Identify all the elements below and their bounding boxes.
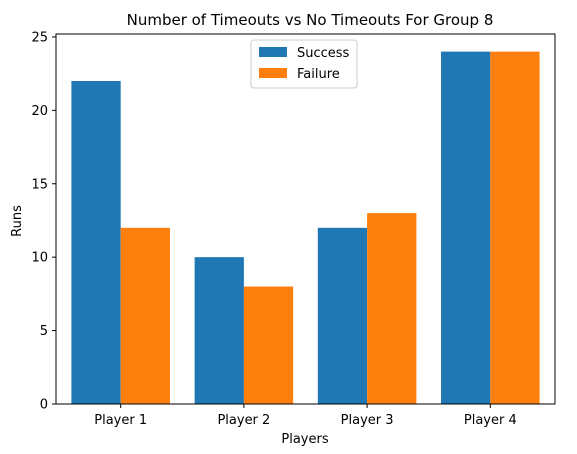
y-axis-label: Runs bbox=[10, 205, 25, 237]
legend-swatch-success bbox=[259, 47, 287, 57]
x-tick-label: Player 4 bbox=[464, 413, 517, 428]
y-tick-label: 5 bbox=[40, 324, 48, 339]
bar-success-player-4 bbox=[441, 51, 491, 404]
bar-success-player-3 bbox=[317, 227, 368, 404]
plot-area: 0 5 10 15 20 25 Player 1 Player 2 Player 3 Player… bbox=[31, 30, 556, 428]
legend-label-failure: Failure bbox=[297, 67, 340, 82]
legend-label-success: Success bbox=[297, 46, 350, 61]
bar-failure-player-2 bbox=[243, 286, 294, 404]
x-axis-label: Players bbox=[281, 432, 328, 447]
chart-title: Number of Timeouts vs No Timeouts For Gr… bbox=[127, 11, 494, 29]
bar-failure-player-4 bbox=[490, 51, 540, 404]
axes-frame bbox=[55, 33, 556, 405]
bar-success-player-2 bbox=[194, 257, 244, 404]
bar-failure-player-3 bbox=[367, 213, 417, 404]
y-tick-label: 20 bbox=[31, 104, 48, 119]
y-tick-label: 25 bbox=[31, 30, 48, 45]
y-tick-label: 15 bbox=[31, 177, 48, 192]
bar-failure-player-1 bbox=[120, 227, 170, 404]
legend: Success Failure bbox=[250, 39, 358, 89]
legend-swatch-failure bbox=[259, 68, 287, 78]
x-tick-label: Player 2 bbox=[217, 413, 270, 428]
bar-success-player-1 bbox=[71, 80, 121, 404]
x-tick-label: Player 1 bbox=[94, 413, 147, 428]
x-tick-label: Player 3 bbox=[341, 413, 394, 428]
y-tick-label: 0 bbox=[40, 398, 48, 413]
y-tick-label: 10 bbox=[31, 251, 48, 266]
